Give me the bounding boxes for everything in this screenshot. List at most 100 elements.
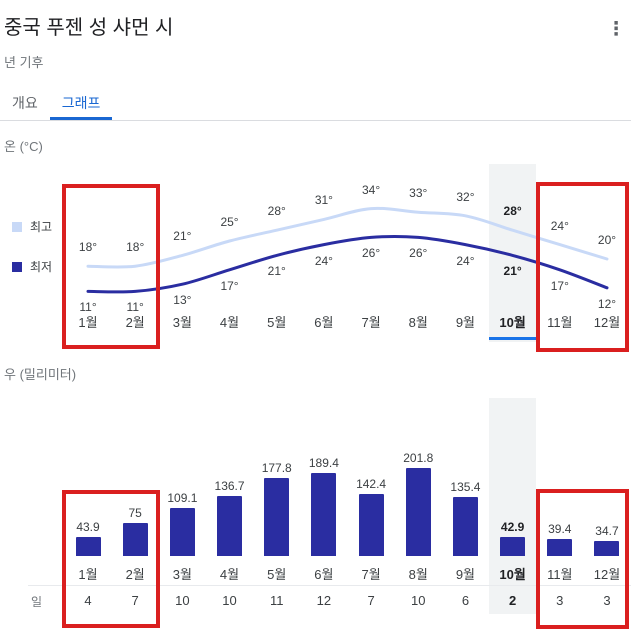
rain-bar-11 xyxy=(547,538,573,556)
high-temp-label-11: 24° xyxy=(550,218,569,233)
temp-month-9[interactable]: 9월 xyxy=(455,315,476,330)
rain-bar-1 xyxy=(75,536,101,556)
rain-days-10: 2 xyxy=(508,593,517,608)
rain-month-6[interactable]: 6월 xyxy=(314,567,334,582)
rain-days-3: 10 xyxy=(175,593,190,608)
high-temp-label-2: 18° xyxy=(126,240,145,255)
low-temp-label-9: 24° xyxy=(456,253,475,268)
rain-bar-3 xyxy=(169,508,195,556)
rain-days-12: 3 xyxy=(603,593,611,608)
rain-value-9: 135.4 xyxy=(450,479,481,494)
low-temp-label-4: 17° xyxy=(220,278,239,293)
rain-days-5: 11 xyxy=(269,593,284,608)
temp-month-5[interactable]: 5월 xyxy=(267,315,287,330)
rain-bar-2 xyxy=(122,523,148,556)
rain-value-6: 189.4 xyxy=(308,456,339,471)
climate-subtitle: 년 기후 xyxy=(4,55,44,70)
selected-month-band-precipitation xyxy=(489,398,536,614)
rain-days-4: 10 xyxy=(222,593,237,608)
selected-month-underline xyxy=(489,337,536,340)
days-row-label: 일 xyxy=(31,595,43,609)
tab-overview[interactable]: 개요 xyxy=(12,95,38,111)
low-temp-label-3: 13° xyxy=(173,293,192,308)
rain-month-9[interactable]: 9월 xyxy=(455,567,476,582)
rain-month-10[interactable]: 10월 xyxy=(499,567,526,582)
rain-value-7: 142.4 xyxy=(356,476,387,491)
high-temp-label-5: 28° xyxy=(267,204,286,219)
temp-month-7[interactable]: 7월 xyxy=(361,315,381,330)
rain-days-7: 7 xyxy=(367,593,375,608)
rain-days-6: 12 xyxy=(316,593,332,608)
low-temp-label-11: 17° xyxy=(550,278,569,293)
temp-month-4[interactable]: 4월 xyxy=(219,315,240,330)
rain-month-3[interactable]: 3월 xyxy=(172,567,192,582)
rain-bar-9 xyxy=(452,496,478,556)
rain-bar-6 xyxy=(311,473,337,556)
low-temp-label-8: 26° xyxy=(409,246,428,261)
rain-jan-feb-highlight-box xyxy=(62,490,160,628)
temp-month-10[interactable]: 10월 xyxy=(499,315,526,330)
high-temp-label-9: 32° xyxy=(456,189,475,204)
rain-month-11[interactable]: 11월 xyxy=(547,567,573,582)
more-options-icon[interactable]: ⋮ xyxy=(606,19,626,40)
rain-bar-10 xyxy=(500,537,526,556)
rain-bar-7 xyxy=(358,493,384,556)
temp-month-2[interactable]: 2월 xyxy=(125,315,145,330)
temp-month-11[interactable]: 11월 xyxy=(547,315,573,330)
rain-bar-4 xyxy=(217,496,243,556)
tab-bar: 개요 그래프 xyxy=(0,82,631,121)
rain-month-12[interactable]: 12월 xyxy=(593,567,621,582)
high-temp-label-10: 28° xyxy=(503,204,522,219)
temp-month-8[interactable]: 8월 xyxy=(408,315,428,330)
temp-jan-feb-highlight-box xyxy=(62,184,160,349)
high-temp-label-3: 21° xyxy=(173,229,192,244)
low-temp-label-6: 24° xyxy=(314,253,333,268)
rain-nov-dec-highlight-box xyxy=(536,489,629,629)
precipitation-section-label: 우 (밀리미터) xyxy=(4,367,77,382)
rain-month-4[interactable]: 4월 xyxy=(219,567,240,582)
high-temp-label-4: 25° xyxy=(220,215,239,229)
rain-month-8[interactable]: 8월 xyxy=(408,567,428,582)
rain-bar-8 xyxy=(405,467,431,556)
low-temp-label-10: 21° xyxy=(503,264,522,279)
rain-month-5[interactable]: 5월 xyxy=(267,567,287,582)
rain-days-2: 7 xyxy=(131,593,139,608)
rain-value-2: 75 xyxy=(128,506,142,521)
rain-bar-12 xyxy=(594,540,620,556)
rain-month-1[interactable]: 1월 xyxy=(78,567,98,582)
rain-value-5: 177.8 xyxy=(261,461,292,476)
high-temp-label-1: 18° xyxy=(78,240,98,255)
rain-value-11: 39.4 xyxy=(548,521,572,536)
rain-value-1: 43.9 xyxy=(76,519,100,534)
temp-month-3[interactable]: 3월 xyxy=(172,315,192,330)
legend-low-label: 최저 xyxy=(30,260,53,274)
temperature-section-label: 온 (°C) xyxy=(4,139,43,154)
rain-value-3: 109.1 xyxy=(167,491,198,506)
days-row-divider xyxy=(28,585,631,586)
temp-month-12[interactable]: 12월 xyxy=(593,315,621,330)
legend-low: 최저 xyxy=(12,258,52,275)
tab-graph[interactable]: 그래프 xyxy=(50,82,113,120)
low-temp-label-1: 11° xyxy=(79,300,97,315)
rain-month-2[interactable]: 2월 xyxy=(125,567,145,582)
low-series-swatch xyxy=(12,261,22,272)
high-temp-label-7: 34° xyxy=(362,182,381,197)
temp-nov-dec-highlight-box xyxy=(536,182,629,352)
rain-month-7[interactable]: 7월 xyxy=(361,567,381,582)
temp-month-1[interactable]: 1월 xyxy=(78,315,98,330)
temp-month-6[interactable]: 6월 xyxy=(314,315,334,330)
low-temp-label-5: 21° xyxy=(267,264,286,279)
rain-value-12: 34.7 xyxy=(595,523,619,538)
rain-value-8: 201.8 xyxy=(403,450,434,465)
high-temp-label-8: 33° xyxy=(409,186,428,201)
rain-days-8: 10 xyxy=(411,593,426,608)
rain-days-1: 4 xyxy=(84,593,92,608)
rain-value-10: 42.9 xyxy=(500,520,525,535)
high-temp-label-6: 31° xyxy=(314,193,333,208)
low-temp-label-2: 11° xyxy=(126,300,144,315)
rain-days-9: 6 xyxy=(461,593,470,608)
rain-bar-5 xyxy=(264,478,290,556)
low-temp-label-7: 26° xyxy=(362,246,381,261)
high-series-swatch xyxy=(12,221,22,232)
